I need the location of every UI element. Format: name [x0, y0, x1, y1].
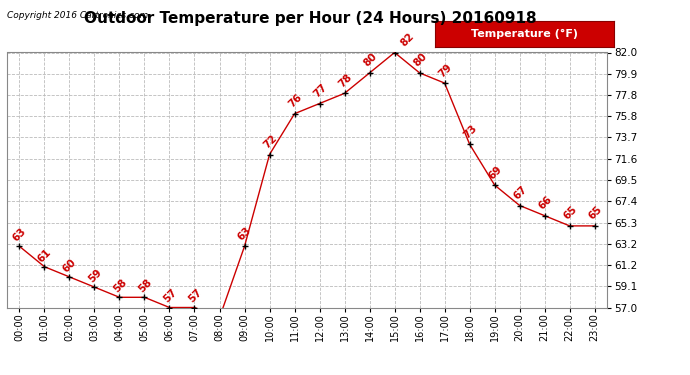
Text: 57: 57 — [186, 287, 204, 305]
Text: 72: 72 — [262, 133, 279, 150]
Text: 82: 82 — [399, 31, 416, 48]
Text: 58: 58 — [136, 277, 153, 294]
Text: 61: 61 — [36, 247, 53, 264]
Text: 63: 63 — [11, 226, 28, 243]
Text: 65: 65 — [586, 204, 604, 222]
Text: 65: 65 — [562, 204, 579, 222]
Text: 79: 79 — [436, 62, 453, 79]
Text: 73: 73 — [462, 123, 479, 140]
Text: Outdoor Temperature per Hour (24 Hours) 20160918: Outdoor Temperature per Hour (24 Hours) … — [84, 11, 537, 26]
Text: 56: 56 — [0, 374, 1, 375]
Text: 67: 67 — [511, 184, 529, 201]
Text: 77: 77 — [311, 82, 328, 99]
Text: 66: 66 — [536, 194, 553, 211]
Text: Copyright 2016 Cartronics.com: Copyright 2016 Cartronics.com — [7, 11, 148, 20]
Text: 57: 57 — [161, 287, 179, 305]
Text: 78: 78 — [336, 72, 354, 89]
Text: 76: 76 — [286, 92, 304, 110]
Text: 63: 63 — [236, 225, 253, 242]
Text: 80: 80 — [362, 51, 379, 69]
Text: 80: 80 — [411, 51, 428, 69]
Text: 58: 58 — [111, 277, 128, 294]
Text: Temperature (°F): Temperature (°F) — [471, 29, 578, 39]
Text: 59: 59 — [86, 267, 104, 284]
Text: 69: 69 — [486, 164, 504, 181]
Text: 60: 60 — [61, 257, 79, 274]
